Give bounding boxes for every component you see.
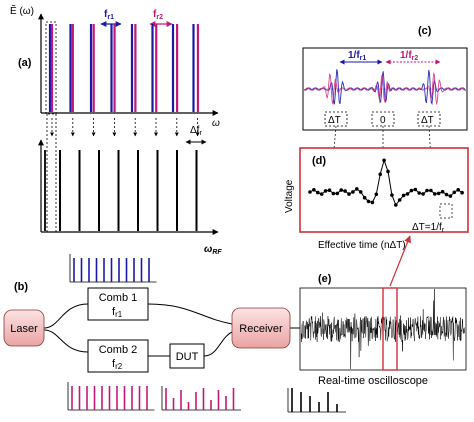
laser-to-comb2-path xyxy=(43,329,89,353)
sample-point xyxy=(456,188,461,192)
spectrum-comb-lines xyxy=(48,24,200,112)
highlight-window xyxy=(382,287,398,371)
dut-box xyxy=(169,343,205,369)
zero-box xyxy=(371,111,395,127)
comb1-label: Comb 1 xyxy=(99,292,138,304)
sample-point xyxy=(409,188,414,193)
panel-a-label: (a) xyxy=(18,57,32,69)
sample-point xyxy=(448,194,453,198)
sample-point xyxy=(308,190,312,194)
sample-point xyxy=(362,195,367,200)
sample-point xyxy=(312,188,316,192)
sample-point xyxy=(335,191,340,196)
laser-label: Laser xyxy=(10,323,38,335)
rf-x-axis-label: ωRF xyxy=(204,244,222,256)
zero-label: 0 xyxy=(380,115,386,126)
receiver-label: Receiver xyxy=(239,323,283,335)
sample-interval-box xyxy=(439,203,453,219)
comb2-mini-spectrum xyxy=(67,382,155,411)
sample-point xyxy=(433,192,437,196)
sample-point xyxy=(394,203,398,207)
sample-point xyxy=(397,198,402,202)
sample-point xyxy=(316,190,320,195)
dut-to-receiver-path xyxy=(203,331,233,357)
delta-fr-label: Δfr xyxy=(190,125,202,137)
sample-point xyxy=(319,192,324,196)
sample-point xyxy=(323,189,328,193)
dut-output-mini-spectrum xyxy=(161,386,241,411)
first-pair-bracket xyxy=(45,21,57,115)
sample-point xyxy=(386,169,390,174)
panel-b-label: (b) xyxy=(14,281,28,293)
sample-point xyxy=(452,190,457,195)
inv-fr1-label: 1/fr1 xyxy=(348,50,366,62)
spectrum-y-axis-label: Ẽ (ω) xyxy=(10,4,34,17)
spectrum-x-axis-label: ω xyxy=(212,118,220,129)
sample-point xyxy=(343,189,347,193)
dut-label: DUT xyxy=(176,351,199,363)
sample-point xyxy=(436,191,441,196)
comb1-rate: fr1 xyxy=(112,306,123,319)
rf-comb-lines xyxy=(44,150,198,231)
comb1-mini-spectrum xyxy=(69,254,157,283)
sampled-waveform-line xyxy=(309,158,463,206)
sample-point xyxy=(327,188,332,192)
receiver-mini-spectrum xyxy=(287,388,346,413)
panel-e-label: (e) xyxy=(318,273,332,285)
sample-point xyxy=(382,158,386,163)
sample-point xyxy=(370,200,375,205)
oscilloscope-caption: Real-time oscilloscope xyxy=(318,375,428,387)
sample-point xyxy=(351,190,355,194)
sample-point xyxy=(401,193,406,198)
sample-point xyxy=(440,189,445,194)
panel-d-label: (d) xyxy=(312,155,326,167)
panel-d: (d) Voltage ΔT=1/fr Effective time (nΔT) xyxy=(284,147,469,251)
comb1-box xyxy=(87,287,149,321)
comb2-box xyxy=(87,339,149,373)
down-conversion-arrows xyxy=(46,114,200,232)
sample-point xyxy=(378,172,383,177)
fr1-label: fr1 xyxy=(104,9,114,21)
comb1-to-receiver-path xyxy=(147,303,233,325)
dt-right-box xyxy=(417,111,441,127)
sample-point xyxy=(358,190,363,194)
sample-point xyxy=(444,192,449,197)
panel-a: (a) Ẽ (ω) ω fr1 fr2 ωRF Δfr xyxy=(10,4,222,256)
sample-point xyxy=(421,192,425,196)
voltage-axis-label: Voltage xyxy=(284,179,295,213)
comb2-pulse-train xyxy=(304,72,466,105)
sample-point xyxy=(413,187,418,192)
inv-fr2-label: 1/fr2 xyxy=(400,50,418,62)
dt-left-box xyxy=(324,111,348,127)
laser-box xyxy=(3,309,45,347)
sample-point xyxy=(390,193,394,197)
dt-right-label: ΔT xyxy=(421,115,434,126)
receiver-box xyxy=(231,307,291,349)
sample-point xyxy=(405,192,410,196)
comb2-label: Comb 2 xyxy=(99,344,138,356)
zoom-arrow xyxy=(389,235,411,287)
laser-to-comb1-path xyxy=(43,303,89,329)
panel-c-label: (c) xyxy=(418,25,432,37)
comb2-rate: fr2 xyxy=(112,358,123,371)
panel-c: (c) 1/fr1 1/fr2 ΔT 0 ΔT xyxy=(302,25,468,197)
sampled-waveform-points xyxy=(308,158,464,207)
sample-point xyxy=(417,191,422,195)
sample-point xyxy=(425,188,429,193)
panel-b: (b) Laser Comb 1 fr1 Comb 2 fr2 DUT Rece… xyxy=(3,254,346,413)
sample-point xyxy=(331,191,336,196)
dt-left-label: ΔT xyxy=(328,115,341,126)
fr2-label: fr2 xyxy=(153,9,163,21)
sample-interval-label: ΔT=1/fr xyxy=(412,222,445,234)
effective-time-axis-label: Effective time (nΔT) xyxy=(318,240,406,251)
sample-point xyxy=(355,187,359,191)
sample-point xyxy=(366,199,371,204)
panel-e: (e) Real-time oscilloscope xyxy=(299,235,467,387)
sample-point xyxy=(429,188,433,193)
sample-point xyxy=(339,188,344,192)
sample-point xyxy=(460,190,464,195)
sample-point xyxy=(374,192,379,197)
sample-point xyxy=(347,192,351,196)
